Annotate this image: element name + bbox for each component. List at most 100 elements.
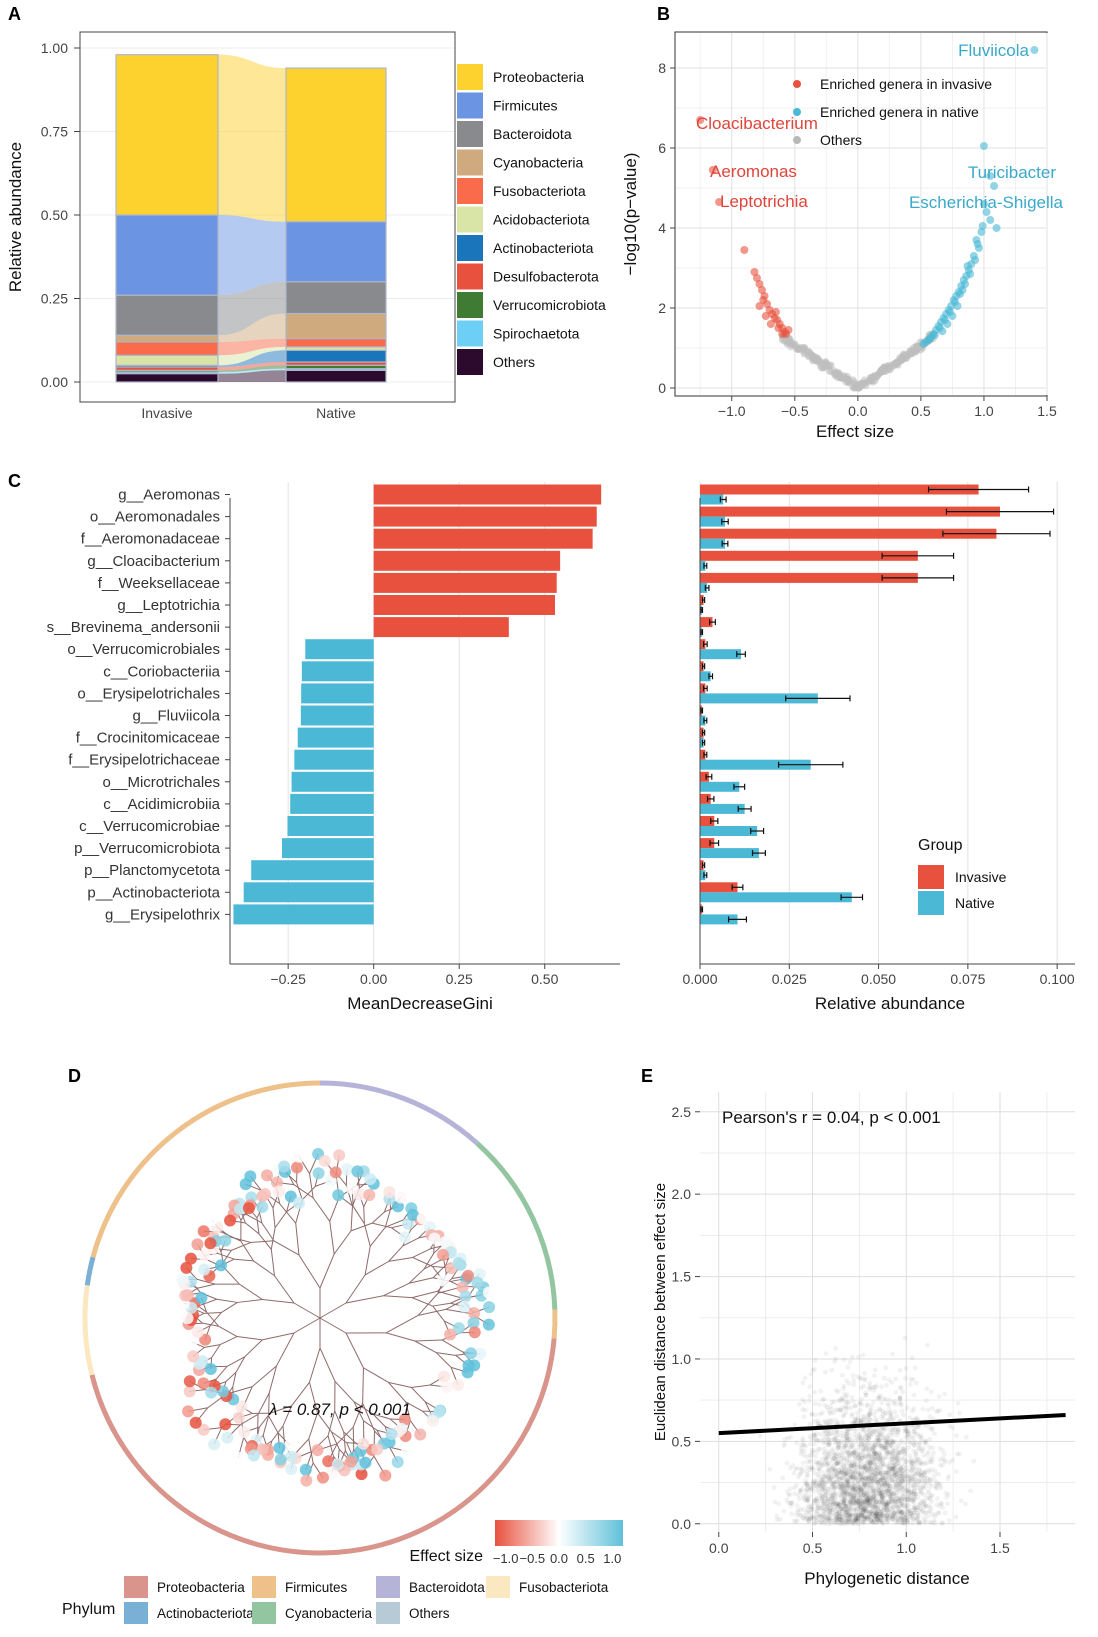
panel-c-right-bar-native bbox=[700, 870, 706, 881]
panel-e-point bbox=[842, 1489, 848, 1494]
panel-e-point bbox=[855, 1488, 861, 1494]
panel-e-point bbox=[852, 1439, 858, 1445]
panel-e-point bbox=[922, 1469, 928, 1475]
panel-d-branch bbox=[296, 1182, 303, 1200]
panel-e-point bbox=[832, 1437, 838, 1443]
panel-e-point bbox=[844, 1491, 850, 1497]
panel-e-point bbox=[864, 1500, 869, 1506]
panel-e-point bbox=[811, 1481, 817, 1486]
panel-e-point bbox=[863, 1390, 868, 1396]
panel-e-point bbox=[850, 1487, 856, 1493]
panel-e-point bbox=[864, 1479, 870, 1484]
panel-e-point bbox=[821, 1501, 827, 1507]
panel-e-point bbox=[867, 1463, 872, 1469]
panel-e-point bbox=[879, 1446, 885, 1452]
panel-e-point bbox=[850, 1477, 856, 1483]
panel-e-point bbox=[843, 1476, 849, 1482]
panel-d-branch bbox=[412, 1290, 438, 1299]
panel-c-right-bar-native bbox=[700, 737, 704, 748]
panel-e-point bbox=[833, 1345, 838, 1351]
panel-e-point bbox=[874, 1467, 880, 1473]
panel-e-point bbox=[836, 1485, 842, 1491]
panel-e-point bbox=[909, 1460, 915, 1466]
panel-e-point bbox=[813, 1511, 819, 1517]
panel-e-point bbox=[832, 1485, 838, 1491]
panel-e-point bbox=[892, 1465, 898, 1471]
panel-e-point bbox=[859, 1489, 865, 1495]
panel-d-branch bbox=[435, 1352, 452, 1368]
panel-b-native-point bbox=[958, 286, 967, 294]
panel-e-point bbox=[848, 1500, 854, 1505]
panel-e-point bbox=[859, 1493, 864, 1499]
panel-e-point bbox=[856, 1499, 862, 1505]
panel-e-point bbox=[881, 1489, 887, 1495]
panel-e-point bbox=[912, 1491, 918, 1497]
panel-e-point bbox=[835, 1407, 841, 1413]
panel-d-branch bbox=[274, 1211, 287, 1229]
panel-d-branch bbox=[345, 1274, 366, 1304]
panel-a-stacked-bars bbox=[115, 54, 387, 383]
panel-e-point bbox=[889, 1477, 895, 1483]
panel-a-y-axis-label: Relative abundance bbox=[6, 142, 25, 292]
panel-d-branch bbox=[369, 1226, 386, 1247]
panel-e-point bbox=[876, 1513, 882, 1519]
panel-e-point bbox=[855, 1499, 861, 1505]
panel-e-point bbox=[904, 1488, 910, 1494]
panel-e-point bbox=[868, 1460, 873, 1466]
panel-e-point bbox=[824, 1504, 830, 1509]
panel-e-point bbox=[879, 1458, 884, 1464]
panel-a-bar-bacteroidota-native bbox=[285, 281, 387, 315]
panel-e-point bbox=[906, 1486, 912, 1492]
panel-e-point bbox=[840, 1492, 846, 1497]
panel-e-point bbox=[877, 1432, 883, 1438]
panel-e-point bbox=[835, 1511, 841, 1516]
panel-e-point bbox=[836, 1444, 842, 1450]
panel-d-tip-point bbox=[364, 1173, 377, 1186]
panel-e-point bbox=[877, 1456, 883, 1462]
panel-e-point bbox=[845, 1492, 851, 1497]
panel-e-point bbox=[878, 1514, 884, 1520]
panel-d-legend-label-proteobacteria: Proteobacteria bbox=[157, 1580, 245, 1595]
panel-d-branch bbox=[327, 1410, 336, 1436]
panel-e-point bbox=[933, 1513, 938, 1519]
panel-e-point bbox=[856, 1451, 862, 1457]
panel-e-point bbox=[937, 1481, 943, 1487]
panel-e-point bbox=[897, 1384, 903, 1390]
panel-d-branch bbox=[215, 1366, 228, 1380]
panel-e-point bbox=[897, 1481, 903, 1487]
panel-e-point bbox=[844, 1431, 849, 1436]
panel-e-point bbox=[922, 1460, 928, 1466]
panel-b-native-point bbox=[953, 302, 962, 310]
panel-e-point bbox=[854, 1499, 860, 1505]
panel-d-tip-point bbox=[293, 1150, 306, 1163]
panel-d-branch bbox=[385, 1219, 404, 1228]
panel-c-right-bar-native bbox=[700, 516, 725, 527]
panel-e-point bbox=[954, 1469, 959, 1474]
panel-e-point bbox=[868, 1517, 874, 1523]
panel-e-point bbox=[890, 1472, 895, 1477]
panel-e-point bbox=[848, 1504, 854, 1510]
panel-e-point bbox=[947, 1412, 953, 1418]
panel-e-point bbox=[820, 1502, 826, 1508]
panel-d-branch bbox=[308, 1347, 321, 1383]
panel-e-point bbox=[884, 1518, 890, 1524]
panel-e-point bbox=[926, 1509, 932, 1515]
panel-e-point bbox=[821, 1497, 827, 1503]
panel-e-point bbox=[889, 1517, 895, 1522]
panel-e-point bbox=[838, 1407, 843, 1413]
panel-e-point bbox=[869, 1519, 875, 1525]
panel-e-point bbox=[833, 1388, 839, 1393]
panel-e-point bbox=[899, 1505, 905, 1510]
panel-e-point bbox=[818, 1520, 824, 1526]
panel-e-point bbox=[866, 1436, 872, 1442]
panel-e-point bbox=[905, 1432, 911, 1437]
panel-e-point bbox=[862, 1514, 868, 1520]
panel-e-point bbox=[861, 1506, 867, 1512]
panel-e-point bbox=[808, 1436, 814, 1442]
panel-e-point bbox=[872, 1496, 878, 1502]
panel-e-point bbox=[889, 1453, 895, 1459]
panel-e-point bbox=[864, 1403, 870, 1409]
panel-e-point bbox=[806, 1516, 812, 1522]
panel-e-point bbox=[812, 1497, 818, 1503]
panel-e-point bbox=[858, 1375, 863, 1381]
